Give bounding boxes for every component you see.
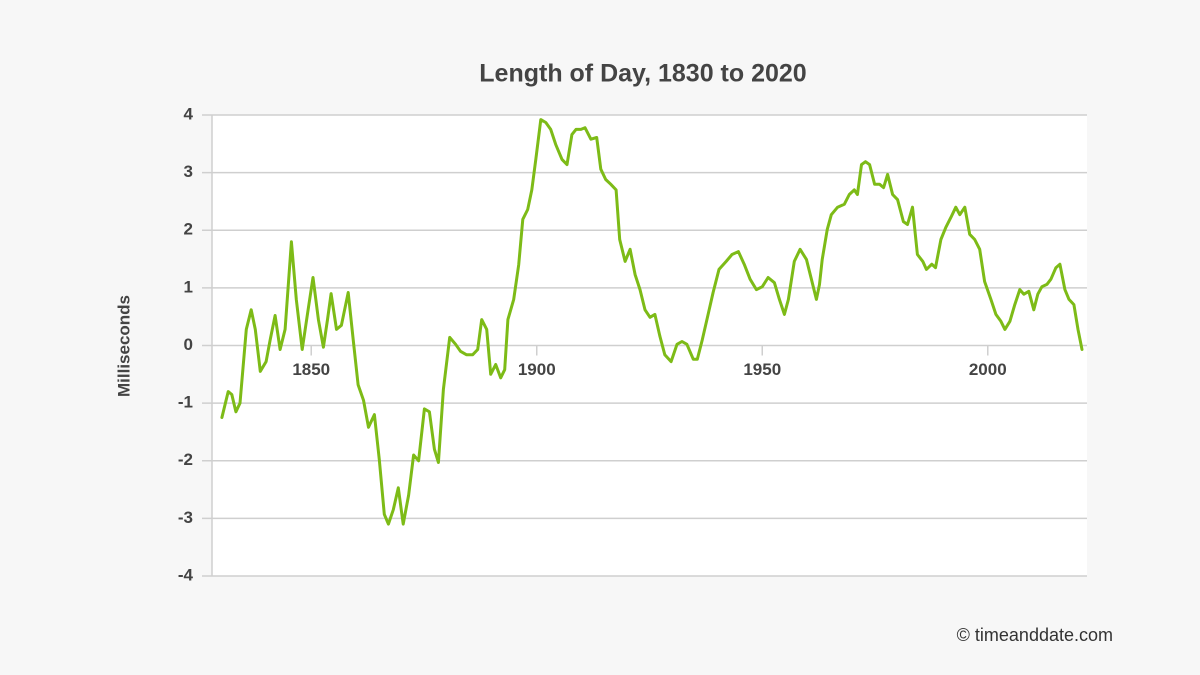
y-tick-label: -2 [178, 450, 193, 469]
credit: © timeanddate.com [957, 625, 1113, 645]
x-tick-label: 1850 [292, 360, 330, 379]
y-tick-label: 0 [184, 335, 193, 354]
y-tick-label: 3 [184, 162, 193, 181]
data-line [220, 118, 1084, 526]
y-tick-label: -1 [178, 393, 193, 412]
y-tick-label: 2 [184, 220, 193, 239]
y-tick-label: 4 [184, 104, 194, 123]
chart-title: Length of Day, 1830 to 2020 [479, 60, 806, 88]
x-tick-label: 1950 [743, 360, 781, 379]
x-tick-label: 1900 [518, 360, 556, 379]
y-tick-label: -4 [178, 565, 194, 584]
y-tick-label: 1 [184, 277, 193, 296]
x-tick-label: 2000 [969, 360, 1007, 379]
y-axis-label: Milliseconds [114, 295, 133, 397]
y-tick-label: -3 [178, 508, 193, 527]
